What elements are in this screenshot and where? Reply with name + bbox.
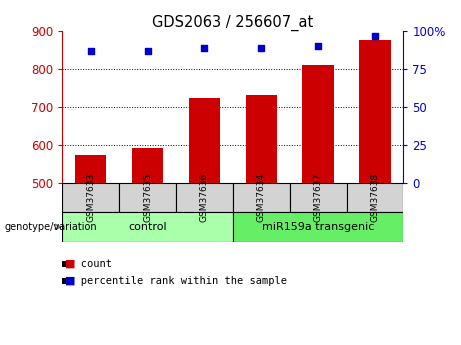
Title: GDS2063 / 256607_at: GDS2063 / 256607_at <box>152 15 313 31</box>
Bar <box>132 148 163 183</box>
Bar <box>359 40 390 183</box>
Bar <box>189 98 220 183</box>
Text: ■  count: ■ count <box>62 259 112 269</box>
Bar <box>347 183 403 212</box>
Point <box>201 45 208 50</box>
Bar <box>119 183 176 212</box>
Point <box>258 45 265 50</box>
Bar <box>75 155 106 183</box>
Text: GSM37633: GSM37633 <box>86 173 95 222</box>
Text: GSM37635: GSM37635 <box>143 173 152 222</box>
Bar <box>62 212 233 241</box>
Text: GSM37634: GSM37634 <box>257 173 266 222</box>
Bar <box>290 183 347 212</box>
Text: control: control <box>128 222 167 232</box>
Point <box>87 48 95 53</box>
Bar <box>246 95 277 183</box>
Point <box>144 48 151 53</box>
Text: genotype/variation: genotype/variation <box>5 222 97 232</box>
Text: ■: ■ <box>65 276 75 286</box>
Bar <box>233 183 290 212</box>
Bar <box>302 65 334 183</box>
Bar <box>62 183 119 212</box>
Text: GSM37637: GSM37637 <box>313 173 323 222</box>
Text: ■  percentile rank within the sample: ■ percentile rank within the sample <box>62 276 287 286</box>
Point <box>371 33 378 38</box>
Text: GSM37636: GSM37636 <box>200 173 209 222</box>
Text: ■: ■ <box>65 259 75 269</box>
Point <box>314 43 322 49</box>
Text: GSM37638: GSM37638 <box>371 173 379 222</box>
Bar <box>233 212 403 241</box>
Bar <box>176 183 233 212</box>
Text: miR159a transgenic: miR159a transgenic <box>262 222 374 232</box>
